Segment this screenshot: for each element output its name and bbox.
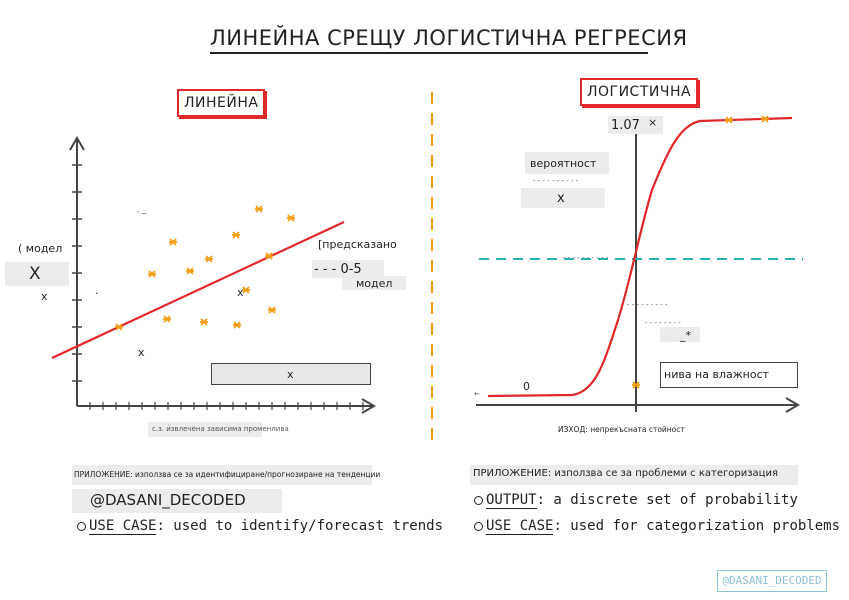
linear-data-point [255, 205, 263, 213]
page-title: ЛИНЕЙНА СРЕЩУ ЛОГИСТИЧНА РЕГРЕСИЯ [210, 26, 688, 50]
linear-caption-box [211, 363, 371, 385]
linear-label-model: ( модел [18, 242, 63, 255]
linear-heading-box: ЛИНЕЙНА [177, 89, 266, 117]
logistic-output: OUTPUT: a discrete set of probability [486, 492, 798, 509]
logistic-data-points [632, 115, 769, 389]
logistic-arrow-left: ← [474, 390, 480, 398]
linear-x-caption-box [148, 422, 262, 437]
linear-axis-ticks [72, 164, 364, 410]
logistic-ytop-box [608, 116, 663, 134]
linear-bullet [77, 522, 86, 531]
logistic-ytop-mark: × [648, 116, 658, 129]
linear-data-point [169, 238, 177, 246]
linear-data-point [233, 321, 241, 329]
linear-label-x3: x [138, 346, 145, 359]
logistic-application: ПРИЛОЖЕНИЕ: използва се за проблеми с ка… [473, 468, 778, 479]
logistic-x-arrow [785, 397, 800, 413]
linear-data-point [268, 306, 276, 314]
logistic-mid-label3: _* [680, 329, 691, 342]
linear-label-tick: ' ~ [137, 210, 148, 218]
logistic-probability-box [525, 152, 609, 174]
logistic-zero: 0 [523, 380, 530, 393]
logistic-x-caption: ИЗХОД: непрекъсната стойност [558, 425, 685, 434]
logistic-prob-x: x [557, 191, 565, 206]
linear-label-X: X [29, 264, 41, 284]
linear-box-x: x [287, 368, 294, 381]
linear-data-point [148, 270, 156, 278]
linear-data-point [287, 214, 295, 222]
linear-regression-line [51, 221, 345, 359]
linear-predicted-model: модел [356, 277, 393, 290]
logistic-dashed-label: - - - - - - - - - - [563, 254, 609, 262]
logistic-data-point [761, 115, 769, 123]
logistic-mid-label2: - - - - - - - - [645, 319, 681, 327]
linear-data-point [200, 318, 208, 326]
logistic-bullet-use-case [474, 522, 483, 531]
linear-label-box [5, 262, 69, 286]
linear-data-point [186, 267, 194, 275]
linear-x-arrow [361, 398, 376, 414]
linear-application-box [72, 465, 372, 485]
linear-label-x2: x [237, 286, 244, 299]
linear-data-point [205, 255, 213, 263]
logistic-use-case-label: USE CASE [486, 518, 554, 535]
linear-data-point [163, 315, 171, 323]
logistic-use-case-text: : used for categorization problems [553, 518, 841, 534]
linear-data-points [115, 205, 295, 331]
logistic-data-point [632, 381, 640, 389]
logistic-mid-label1: - - - - - - - - - [627, 301, 668, 309]
linear-application: ПРИЛОЖЕНИЕ: използва се за идентифициран… [74, 470, 381, 479]
linear-predicted-box [312, 260, 384, 278]
linear-predicted-range: - - - 0-5 [314, 262, 362, 277]
logistic-application-box [470, 465, 798, 485]
logistic-data-point [725, 116, 733, 124]
logistic-mid-box [660, 327, 700, 342]
linear-data-point [115, 323, 123, 331]
linear-use-case-label: USE CASE [89, 518, 157, 535]
logistic-probability: вероятност [530, 157, 597, 170]
logistic-sigmoid-curve [487, 116, 793, 398]
linear-x-caption: с.з. извлечена зависима променлива [152, 425, 289, 433]
logistic-use-case: USE CASE: used for categorization proble… [486, 518, 841, 535]
watermark-logo: @DASANI_DECODED [717, 570, 827, 592]
logistic-probx-box [521, 188, 605, 208]
linear-data-point [265, 252, 273, 260]
logistic-output-label: OUTPUT [486, 492, 537, 509]
logistic-humidity: нива на влажност [664, 368, 770, 381]
linear-predicted-model-box [342, 276, 406, 290]
logistic-bullet-output [474, 496, 483, 505]
linear-use-case: USE CASE: used to identify/forecast tren… [89, 518, 444, 535]
linear-y-arrow [69, 136, 85, 151]
linear-heading: ЛИНЕЙНА [184, 95, 259, 111]
logistic-heading-box: ЛОГИСТИЧНА [580, 78, 699, 106]
logistic-output-text: : a discrete set of probability [536, 492, 798, 508]
linear-data-point [242, 286, 250, 294]
logistic-ytop: 1.07 [611, 118, 640, 133]
linear-predicted: [предсказано [318, 238, 397, 251]
linear-handle-box [72, 489, 282, 513]
logistic-heading: ЛОГИСТИЧНА [587, 84, 692, 100]
linear-label-dot: · [95, 287, 99, 300]
linear-handle: @DASANI_DECODED [90, 491, 246, 509]
linear-label-x1: x [41, 290, 48, 303]
title-underline [210, 52, 648, 54]
logistic-humidity-box [660, 362, 798, 388]
logistic-probability-small: - - - - - - - - - - [533, 177, 579, 185]
linear-data-point [232, 231, 240, 239]
linear-use-case-text: : used to identify/forecast trends [156, 518, 444, 534]
